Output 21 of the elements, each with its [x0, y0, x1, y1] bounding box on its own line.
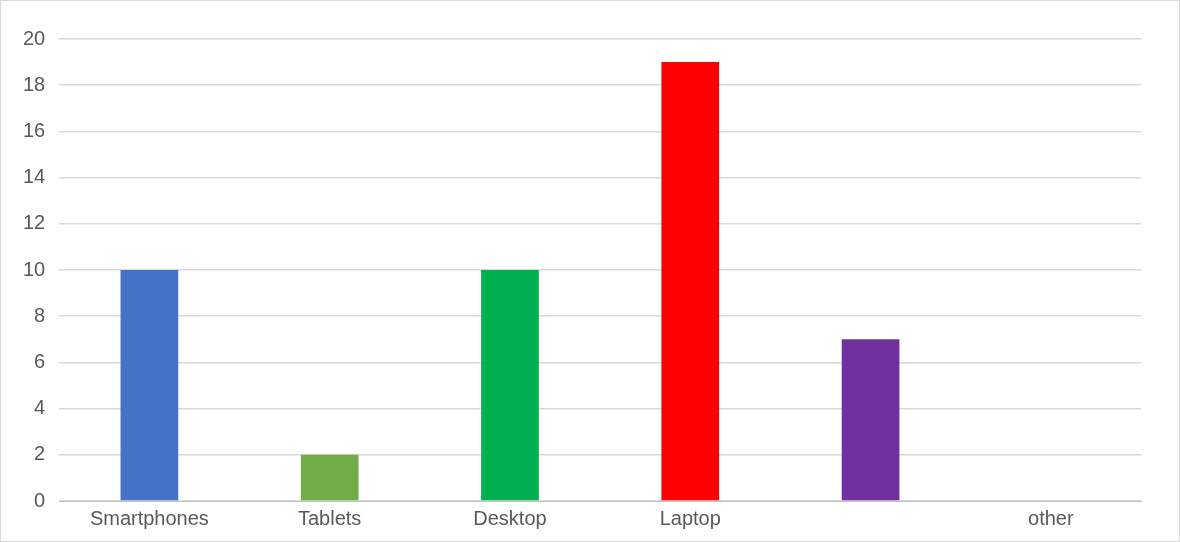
- bar: [661, 62, 720, 501]
- y-tick-label: 18: [23, 72, 46, 95]
- bar: [481, 270, 539, 501]
- x-tick-label: other: [1028, 506, 1074, 529]
- y-tick-label: 20: [23, 26, 46, 49]
- x-tick-label: Laptop: [659, 506, 721, 529]
- bar: [120, 270, 179, 501]
- y-tick-label: 2: [34, 442, 46, 465]
- y-tick-label: 8: [34, 303, 46, 326]
- y-tick-label: 14: [23, 165, 46, 188]
- y-tick-label: 6: [34, 349, 46, 372]
- x-tick-label: Desktop: [473, 506, 547, 529]
- x-tick-label: Smartphones: [89, 506, 209, 529]
- y-tick-label: 12: [23, 211, 46, 234]
- y-tick-label: 4: [34, 396, 46, 419]
- y-tick-label: 16: [23, 118, 46, 141]
- y-tick-label: 0: [34, 488, 46, 511]
- bar: [300, 454, 359, 501]
- x-tick-label: Tablets: [298, 506, 362, 529]
- bar: [841, 339, 900, 501]
- y-tick-label: 10: [23, 257, 46, 280]
